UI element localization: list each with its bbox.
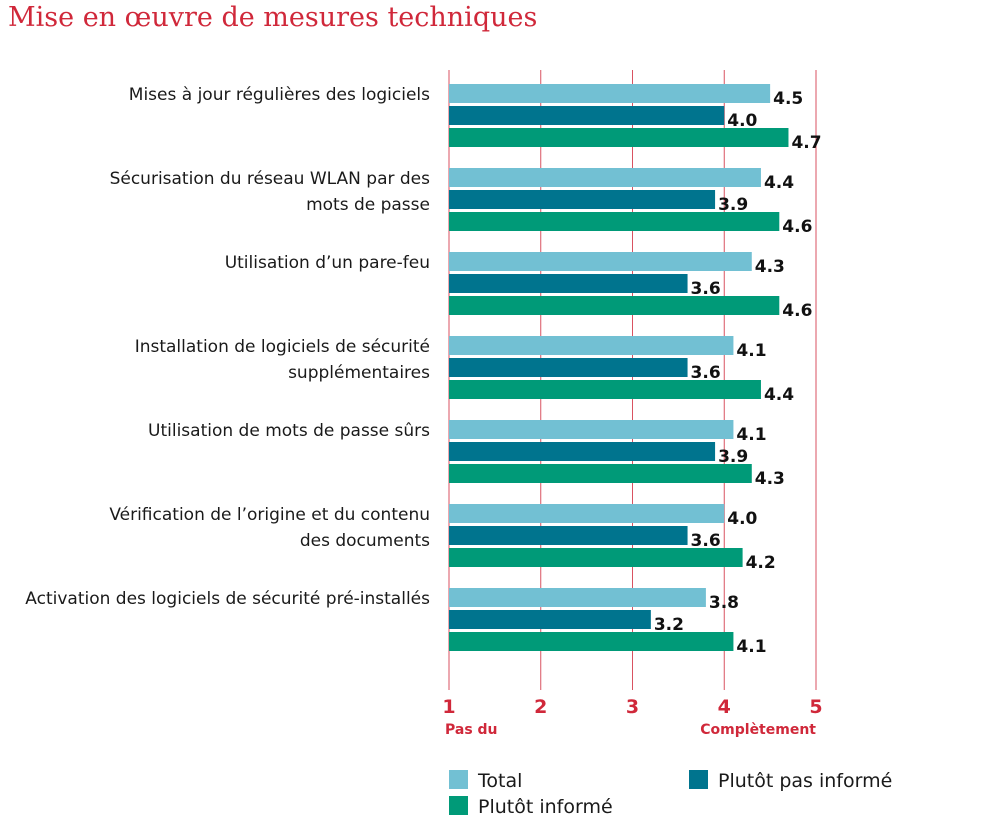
category-label: Utilisation de mots de passe sûrs bbox=[148, 421, 430, 441]
bar bbox=[449, 358, 688, 377]
bar bbox=[449, 336, 734, 355]
category-label: supplémentaires bbox=[288, 363, 430, 383]
bar bbox=[449, 504, 725, 523]
value-label: 4.6 bbox=[782, 217, 812, 237]
bar bbox=[449, 588, 706, 607]
category-label: Mises à jour régulières des logiciels bbox=[129, 85, 430, 105]
value-label: 3.6 bbox=[691, 363, 721, 383]
value-label: 3.9 bbox=[718, 447, 748, 467]
value-label: 4.0 bbox=[727, 111, 757, 131]
x-max-label: Complètement bbox=[700, 722, 816, 738]
value-label: 4.7 bbox=[791, 133, 821, 153]
value-label: 4.0 bbox=[727, 509, 757, 529]
value-label: 4.1 bbox=[736, 341, 766, 361]
bar bbox=[449, 442, 716, 461]
bar bbox=[449, 420, 734, 439]
bar bbox=[449, 128, 789, 147]
value-label: 4.3 bbox=[755, 257, 785, 277]
chart-title: Mise en œuvre de mesures techniques bbox=[8, 2, 538, 33]
legend-label: Plutôt pas informé bbox=[718, 770, 892, 792]
value-label: 3.6 bbox=[691, 279, 721, 299]
value-label: 3.6 bbox=[691, 531, 721, 551]
bar bbox=[449, 380, 761, 399]
category-label: Activation des logiciels de sécurité pré… bbox=[25, 589, 430, 609]
bar bbox=[449, 190, 716, 209]
value-label: 3.2 bbox=[654, 615, 684, 635]
bar bbox=[449, 274, 688, 293]
legend-swatch bbox=[689, 770, 708, 789]
bar bbox=[449, 168, 761, 187]
legend-swatch bbox=[449, 796, 468, 815]
bar bbox=[449, 464, 752, 483]
category-label: Sécurisation du réseau WLAN par des bbox=[110, 169, 431, 189]
bar bbox=[449, 296, 780, 315]
value-label: 4.4 bbox=[764, 385, 794, 405]
bar bbox=[449, 526, 688, 545]
x-tick-label: 5 bbox=[809, 696, 822, 718]
x-tick-label: 4 bbox=[718, 696, 731, 718]
legend-label: Total bbox=[477, 770, 522, 792]
bar bbox=[449, 610, 651, 629]
value-label: 4.3 bbox=[755, 469, 785, 489]
x-tick-label: 1 bbox=[442, 696, 455, 718]
category-label: des documents bbox=[300, 531, 430, 551]
bar bbox=[449, 632, 734, 651]
legend-label: Plutôt informé bbox=[478, 796, 613, 818]
x-tick-label: 2 bbox=[534, 696, 547, 718]
x-tick-label: 3 bbox=[626, 696, 639, 718]
value-label: 4.6 bbox=[782, 301, 812, 321]
category-label: Vérification de l’origine et du contenu bbox=[109, 505, 430, 525]
bar bbox=[449, 106, 725, 125]
category-label: mots de passe bbox=[306, 195, 430, 215]
bar bbox=[449, 252, 752, 271]
category-label: Installation de logiciels de sécurité bbox=[135, 337, 430, 357]
category-label: Utilisation d’un pare-feu bbox=[225, 253, 430, 273]
value-label: 4.1 bbox=[736, 425, 766, 445]
legend-swatch bbox=[449, 770, 468, 789]
value-label: 4.5 bbox=[773, 89, 803, 109]
value-label: 4.1 bbox=[736, 637, 766, 657]
bar bbox=[449, 548, 743, 567]
value-label: 4.2 bbox=[746, 553, 776, 573]
value-label: 4.4 bbox=[764, 173, 794, 193]
bar bbox=[449, 212, 780, 231]
value-label: 3.9 bbox=[718, 195, 748, 215]
x-min-label: Pas du bbox=[445, 722, 498, 738]
value-label: 3.8 bbox=[709, 593, 739, 613]
bar bbox=[449, 84, 771, 103]
